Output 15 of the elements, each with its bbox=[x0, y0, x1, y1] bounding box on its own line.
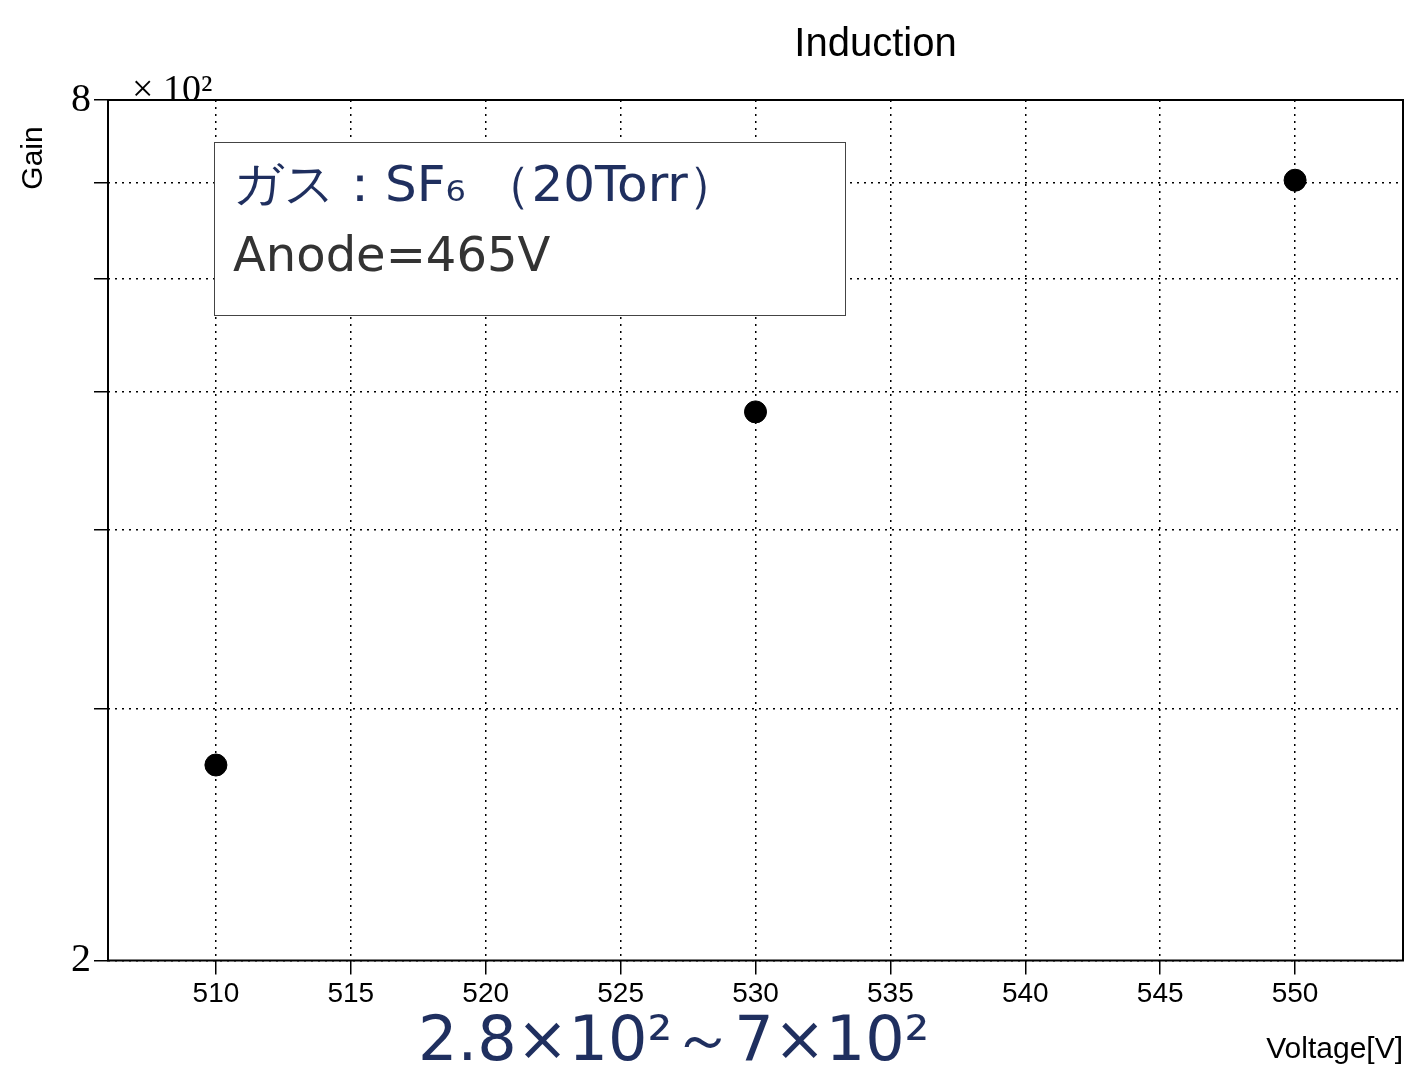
y-tick-label: 2 bbox=[71, 934, 91, 980]
x-tick-label: 545 bbox=[1136, 976, 1184, 1008]
annotation: ガス：SF₆ （20Torr） bbox=[233, 154, 739, 215]
x-tick-label: 510 bbox=[192, 976, 240, 1008]
x-axis-title: Voltage[V] bbox=[1266, 1031, 1403, 1064]
point bbox=[204, 753, 228, 777]
x-tick-label: 515 bbox=[327, 976, 375, 1008]
y-tick-label: 8 bbox=[71, 74, 91, 120]
y-axis-title: Gain bbox=[15, 126, 48, 190]
x-tick-label: 550 bbox=[1271, 976, 1319, 1008]
x-tick-label: 540 bbox=[1001, 976, 1049, 1008]
chart-title: Induction bbox=[794, 20, 957, 64]
point bbox=[1283, 168, 1307, 192]
annotation: Anode=465V bbox=[233, 226, 552, 282]
point bbox=[744, 400, 767, 424]
